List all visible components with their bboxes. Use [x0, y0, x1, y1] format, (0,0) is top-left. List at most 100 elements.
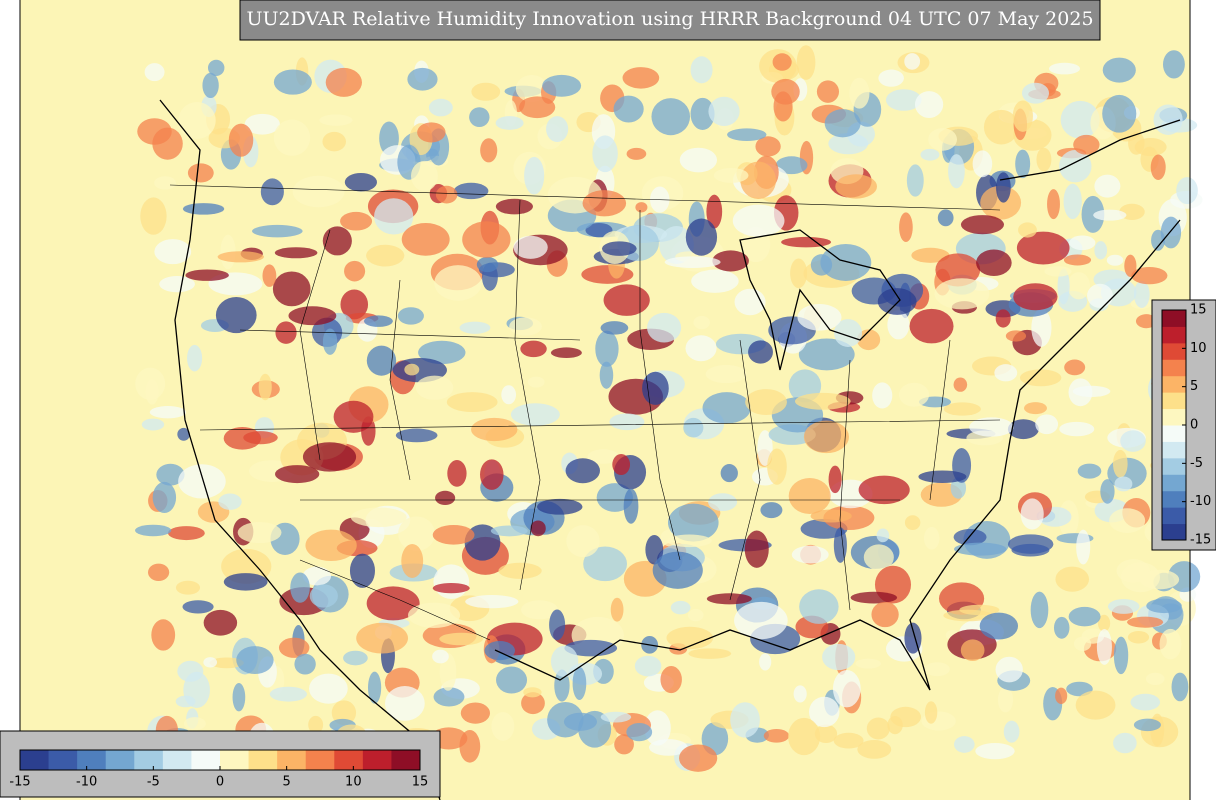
- field-blob: [340, 211, 373, 231]
- field-blob: [1139, 569, 1180, 590]
- colorbar-tick-label: 0: [1190, 418, 1198, 433]
- field-blob: [433, 687, 465, 707]
- field-blob: [356, 622, 409, 654]
- field-blob: [546, 116, 569, 143]
- field-blob: [480, 138, 498, 163]
- gulf-east-coast: [494, 219, 1181, 691]
- field-blob: [309, 673, 348, 704]
- colorbar-segment: [105, 750, 135, 770]
- field-blob: [554, 669, 570, 702]
- field-blob: [690, 56, 713, 84]
- field-blob: [791, 545, 829, 564]
- field-blob: [236, 646, 274, 675]
- colorbar-segment: [1162, 425, 1186, 442]
- field-blob: [954, 736, 975, 753]
- field-blob: [350, 507, 407, 528]
- field-blob: [1162, 50, 1185, 79]
- colorbar-segment: [20, 750, 50, 770]
- field-blob: [1064, 359, 1086, 376]
- field-blob: [828, 465, 842, 494]
- field-blob: [1055, 566, 1090, 592]
- field-blob: [814, 724, 838, 744]
- field-blob: [822, 643, 856, 671]
- field-blob: [275, 321, 297, 344]
- field-blob: [1044, 266, 1072, 277]
- field-blob: [178, 464, 226, 499]
- state-lines: [199, 199, 1001, 611]
- field-blob: [626, 147, 647, 160]
- field-blob: [435, 490, 456, 506]
- field-blob: [976, 249, 1012, 276]
- field-blob: [997, 687, 1014, 713]
- field-blob: [1100, 479, 1115, 504]
- field-blob: [182, 600, 214, 614]
- colorbar-tick-label: 15: [1190, 303, 1207, 318]
- field-blob: [509, 317, 542, 336]
- field-blob: [937, 209, 954, 227]
- field-blob: [209, 657, 244, 669]
- field-blob: [288, 306, 337, 326]
- field-blob: [635, 202, 648, 213]
- field-blob: [183, 717, 206, 731]
- field-blob: [975, 743, 1015, 760]
- field-blob: [1059, 150, 1092, 183]
- field-blob: [340, 289, 369, 320]
- title: UU2DVAR Relative Humidity Innovation usi…: [246, 8, 1093, 30]
- field-blob: [418, 340, 466, 365]
- field-blob: [876, 528, 890, 543]
- field-blob: [207, 59, 225, 77]
- field-blob: [685, 218, 718, 256]
- field-blob: [914, 91, 944, 118]
- field-blob: [374, 198, 414, 235]
- colorbar-tick-label: -5: [147, 775, 160, 790]
- field-blob: [866, 717, 890, 740]
- field-blob: [771, 78, 800, 105]
- field-blob: [147, 563, 170, 582]
- field-blob: [772, 53, 792, 71]
- field-blob: [1097, 614, 1111, 632]
- colorbar-segment: [1162, 457, 1186, 475]
- field-blob: [244, 113, 280, 135]
- field-blob: [322, 131, 346, 152]
- colorbar-segment: [162, 750, 192, 770]
- colorbar-segment: [1162, 408, 1186, 426]
- field-blob: [924, 662, 950, 677]
- field-blob: [760, 502, 783, 519]
- field-blob: [706, 194, 723, 229]
- field-blob: [273, 69, 312, 95]
- field-blob: [688, 648, 732, 659]
- field-blob: [523, 687, 542, 698]
- field-blob: [781, 236, 832, 248]
- field-blob: [775, 156, 808, 175]
- field-blob: [566, 525, 600, 558]
- colorbar-segment: [391, 750, 421, 770]
- field-blob: [433, 564, 470, 599]
- field-blob: [1068, 606, 1101, 627]
- field-blob: [1069, 235, 1096, 251]
- field-blob: [520, 340, 547, 358]
- field: [135, 45, 1203, 772]
- field-blob: [1012, 100, 1033, 132]
- field-blob: [685, 335, 717, 362]
- field-blob: [948, 154, 965, 189]
- field-blob: [863, 544, 894, 571]
- colorbar-segment: [1162, 392, 1186, 410]
- field-blob: [302, 566, 332, 586]
- borders: [169, 184, 1001, 641]
- field-blob: [1127, 616, 1164, 628]
- field-blob: [1081, 195, 1105, 233]
- colorbar-segment: [305, 750, 335, 770]
- field-blob: [816, 80, 840, 103]
- field-blob: [331, 700, 357, 726]
- west-coast: [159, 99, 441, 800]
- field-blob: [262, 264, 277, 287]
- field-blob: [904, 515, 921, 531]
- field-blob: [732, 204, 785, 237]
- colorbar-segment: [134, 750, 164, 770]
- field-blob: [178, 101, 216, 140]
- field-blob: [1159, 628, 1182, 660]
- field-blob: [1153, 104, 1183, 135]
- field-blob: [872, 382, 893, 409]
- field-blob: [1053, 616, 1070, 639]
- field-blob: [218, 493, 242, 510]
